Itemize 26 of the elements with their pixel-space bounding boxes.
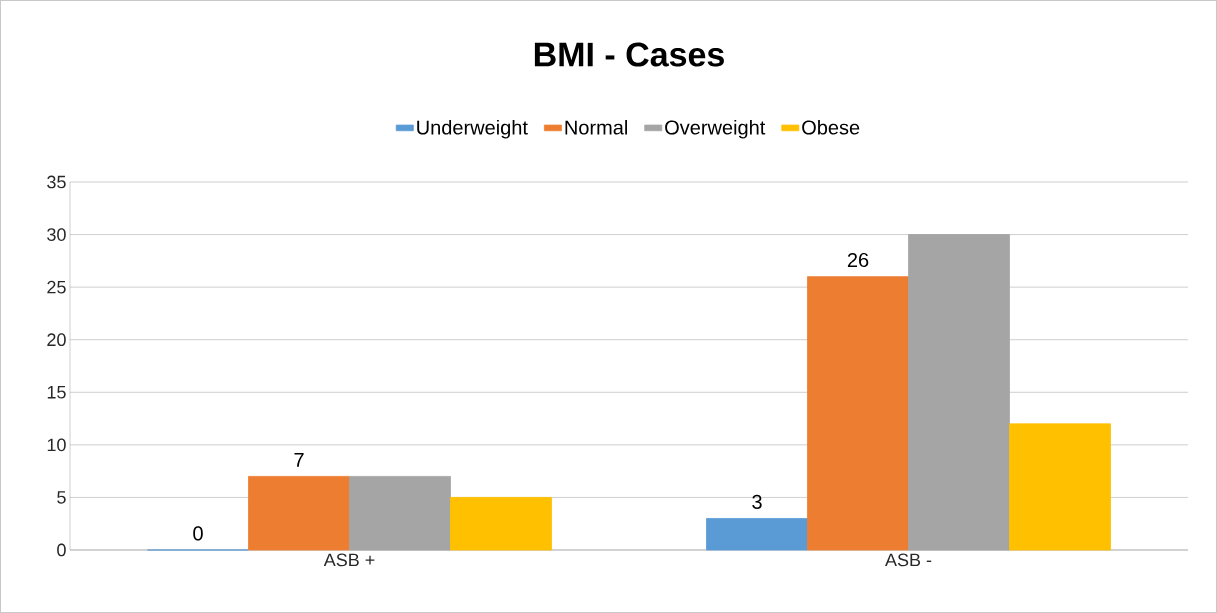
bar (450, 497, 552, 551)
data-label: 26 (847, 252, 869, 268)
bar (908, 234, 1010, 551)
data-label: 3 (752, 494, 762, 509)
bar (706, 518, 808, 551)
bar (1009, 423, 1111, 551)
legend-label: Normal (565, 119, 627, 135)
y-tick-label: 30 (47, 228, 66, 241)
legend-label: Overweight (665, 119, 766, 139)
y-tick-label: 5 (57, 491, 66, 504)
y-tick-label: 0 (57, 543, 66, 557)
y-tick-label: 15 (47, 386, 66, 399)
bar (349, 476, 451, 551)
bar (248, 476, 350, 551)
data-label: 0 (193, 526, 203, 541)
x-tick-label: ASB - (885, 553, 932, 567)
bar (807, 276, 909, 551)
y-tick-label: 20 (47, 333, 66, 347)
y-tick-label: 10 (47, 438, 66, 452)
legend-label: Underweight (417, 119, 528, 139)
y-tick-label: 35 (47, 175, 66, 189)
data-label: 7 (294, 453, 304, 467)
chart-title: BMI - Cases (534, 42, 724, 67)
legend-label: Obese (802, 119, 860, 135)
x-tick-label: ASB + (323, 553, 375, 567)
y-tick-label: 25 (47, 280, 66, 294)
